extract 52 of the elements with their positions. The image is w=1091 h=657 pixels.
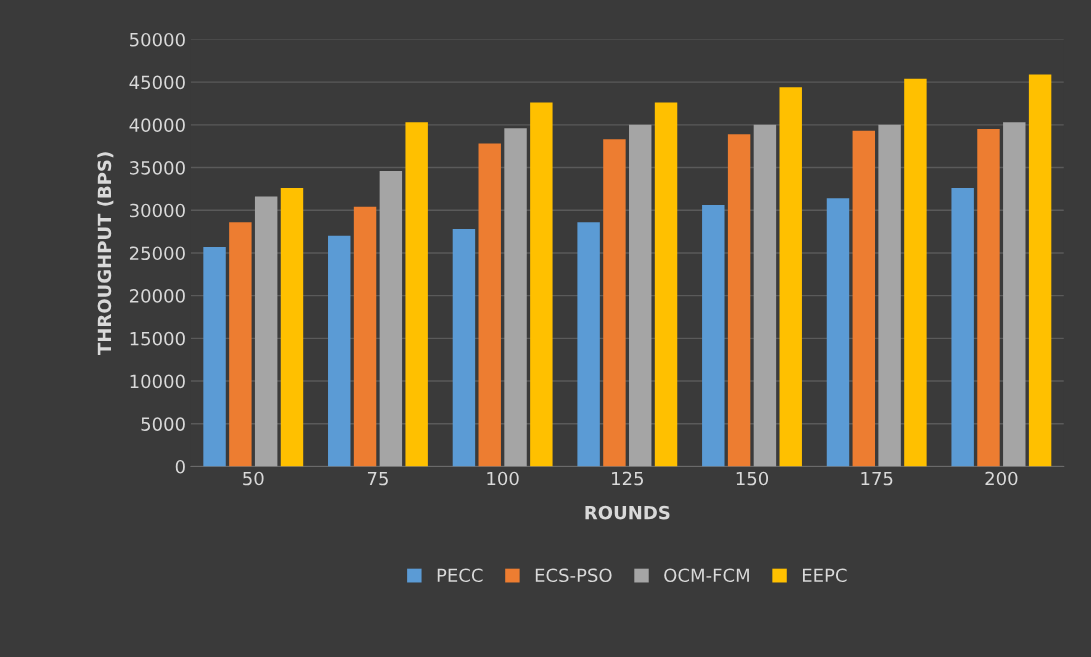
legend-label: PECC: [437, 568, 483, 583]
x-axis-title: ROUNDS: [585, 505, 670, 520]
bar: [727, 134, 751, 467]
y-tick-label: 10000: [130, 374, 185, 389]
y-tick-label: 45000: [129, 75, 185, 90]
x-tick-label: 100: [487, 471, 519, 486]
bar: [254, 196, 278, 467]
x-tick-label: 200: [985, 471, 1018, 486]
bar: [328, 235, 351, 467]
legend-label: EEPC: [802, 568, 847, 583]
bar: [904, 78, 927, 467]
y-tick-label: 40000: [129, 118, 185, 132]
bar: [1003, 122, 1026, 467]
bar: [280, 188, 304, 467]
bar: [753, 124, 777, 467]
bar: [852, 130, 876, 467]
x-tick-label: 125: [612, 471, 643, 486]
x-tick-label: 150: [736, 471, 769, 486]
bar: [530, 102, 553, 467]
y-tick-label: 25000: [129, 246, 185, 261]
bar: [702, 205, 725, 467]
x-tick-label: 75: [367, 471, 388, 486]
y-axis-title: THROUGHPUT (BPS): [97, 152, 114, 355]
y-tick-label: 30000: [130, 203, 185, 218]
bar: [603, 139, 626, 467]
y-tick-label: 0: [175, 459, 185, 474]
bar: [405, 122, 428, 467]
bar: [826, 198, 850, 467]
bar: [379, 170, 403, 467]
bar: [452, 229, 476, 467]
bar: [353, 206, 377, 467]
bar: [878, 124, 901, 467]
bar: [577, 222, 600, 467]
bar: [504, 128, 527, 467]
bar: [779, 87, 802, 467]
bar: [654, 102, 678, 467]
legend-label: OCM-FCM: [664, 568, 749, 583]
y-tick-label: 20000: [129, 289, 185, 303]
x-tick-label: 175: [861, 471, 893, 486]
y-tick-label: 35000: [130, 160, 185, 175]
x-tick-label: 50: [243, 471, 264, 486]
bar: [977, 129, 1000, 467]
legend-label: ECS-PSO: [535, 568, 612, 583]
bar: [951, 188, 974, 467]
bar: [629, 124, 652, 467]
y-tick-label: 50000: [130, 32, 185, 47]
bar: [478, 143, 501, 467]
y-tick-label: 5000: [141, 417, 185, 431]
y-tick-label: 15000: [130, 331, 185, 346]
bar: [203, 246, 226, 467]
bar: [229, 222, 252, 467]
bar: [1028, 74, 1052, 467]
